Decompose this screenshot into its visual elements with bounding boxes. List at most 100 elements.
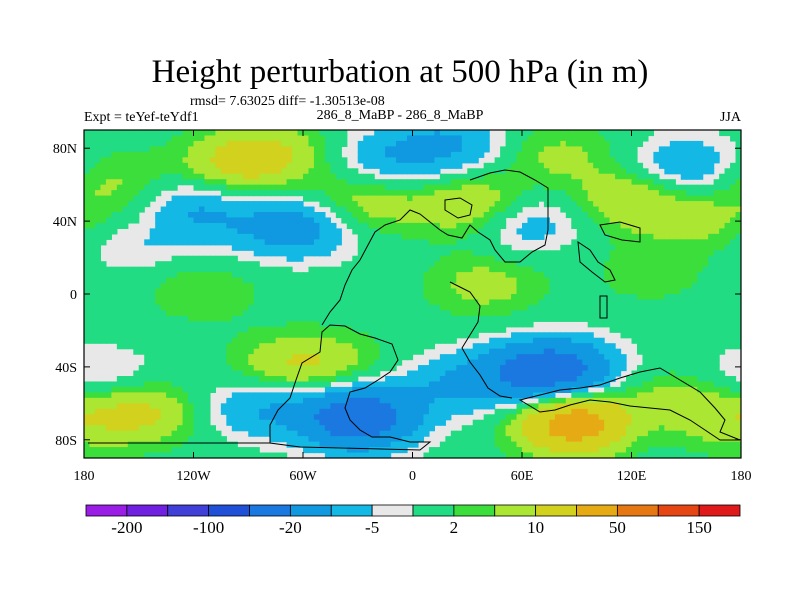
field-cell — [166, 179, 173, 186]
field-cell — [598, 272, 605, 279]
field-cell — [730, 299, 737, 306]
field-cell — [483, 244, 490, 251]
field-cell — [527, 321, 534, 328]
field-cell — [647, 326, 654, 333]
field-cell — [450, 239, 457, 246]
field-cell — [407, 239, 414, 246]
field-cell — [220, 288, 227, 295]
field-cell — [686, 315, 693, 322]
field-cell — [390, 332, 397, 339]
field-cell — [390, 184, 397, 191]
field-cell — [461, 365, 468, 372]
field-cell — [171, 376, 178, 383]
field-cell — [100, 168, 107, 175]
field-cell — [653, 157, 660, 164]
field-cell — [724, 321, 731, 328]
field-cell — [560, 315, 567, 322]
field-cell — [532, 146, 540, 153]
field-cell — [303, 239, 310, 246]
field-cell — [412, 179, 419, 186]
field-cell — [171, 299, 178, 306]
field-cell — [461, 354, 468, 361]
field-cell — [149, 294, 156, 301]
field-cell — [434, 304, 441, 311]
field-cell — [204, 343, 211, 350]
field-cell — [472, 140, 479, 147]
field-cell — [155, 146, 162, 153]
field-cell — [209, 283, 216, 290]
field-cell — [642, 244, 649, 251]
field-cell — [149, 381, 156, 388]
field-cell — [396, 239, 403, 246]
field-cell — [171, 233, 178, 240]
field-cell — [626, 217, 633, 224]
field-cell — [155, 315, 162, 322]
field-cell — [472, 146, 479, 153]
field-cell — [253, 151, 260, 158]
field-cell — [653, 321, 660, 328]
field-cell — [582, 222, 589, 229]
field-cell — [571, 217, 578, 224]
field-cell — [363, 233, 370, 240]
field-cell — [324, 201, 331, 208]
field-cell — [105, 206, 112, 213]
field-cell — [182, 337, 189, 344]
field-cell — [84, 337, 91, 344]
field-cell — [259, 310, 266, 317]
field-cell — [538, 222, 545, 229]
field-cell — [456, 288, 463, 295]
field-cell — [543, 304, 550, 311]
field-cell — [412, 146, 419, 153]
field-cell — [505, 184, 512, 191]
field-cell — [352, 179, 359, 186]
field-cell — [231, 315, 238, 322]
field-cell — [691, 283, 698, 290]
field-cell — [735, 343, 741, 350]
field-cell — [231, 206, 238, 213]
field-cell — [658, 272, 665, 279]
field-cell — [439, 359, 446, 366]
field-cell — [576, 315, 583, 322]
field-cell — [587, 261, 594, 268]
field-cell — [593, 228, 600, 235]
field-cell — [467, 233, 474, 240]
field-cell — [511, 135, 518, 142]
field-cell — [242, 239, 249, 246]
field-cell — [554, 146, 561, 153]
field-cell — [94, 294, 102, 301]
field-cell — [385, 168, 392, 175]
field-cell — [522, 135, 529, 142]
field-cell — [127, 376, 134, 383]
field-cell — [155, 321, 162, 328]
field-cell — [253, 332, 260, 339]
field-cell — [565, 283, 572, 290]
field-cell — [259, 283, 266, 290]
field-cell — [390, 304, 397, 311]
field-cell — [664, 228, 671, 235]
field-cell — [341, 212, 348, 219]
field-cell — [303, 365, 310, 372]
field-cell — [417, 233, 425, 240]
field-cell — [543, 151, 550, 158]
field-cell — [133, 217, 140, 224]
field-cell — [582, 310, 589, 317]
field-cell — [297, 354, 304, 361]
field-cell — [292, 337, 299, 344]
field-cell — [527, 255, 534, 262]
field-cell — [620, 195, 627, 202]
field-cell — [264, 294, 271, 301]
field-cell — [483, 315, 490, 322]
field-cell — [264, 222, 271, 229]
field-cell — [346, 332, 353, 339]
field-cell — [598, 343, 605, 350]
field-cell — [215, 381, 222, 388]
field-cell — [100, 266, 107, 273]
field-cell — [324, 179, 331, 186]
field-cell — [89, 140, 96, 147]
field-cell — [532, 173, 540, 180]
field-cell — [686, 146, 693, 153]
field-cell — [505, 299, 512, 306]
field-cell — [554, 255, 561, 262]
field-cell — [439, 140, 446, 147]
field-cell — [204, 157, 211, 164]
